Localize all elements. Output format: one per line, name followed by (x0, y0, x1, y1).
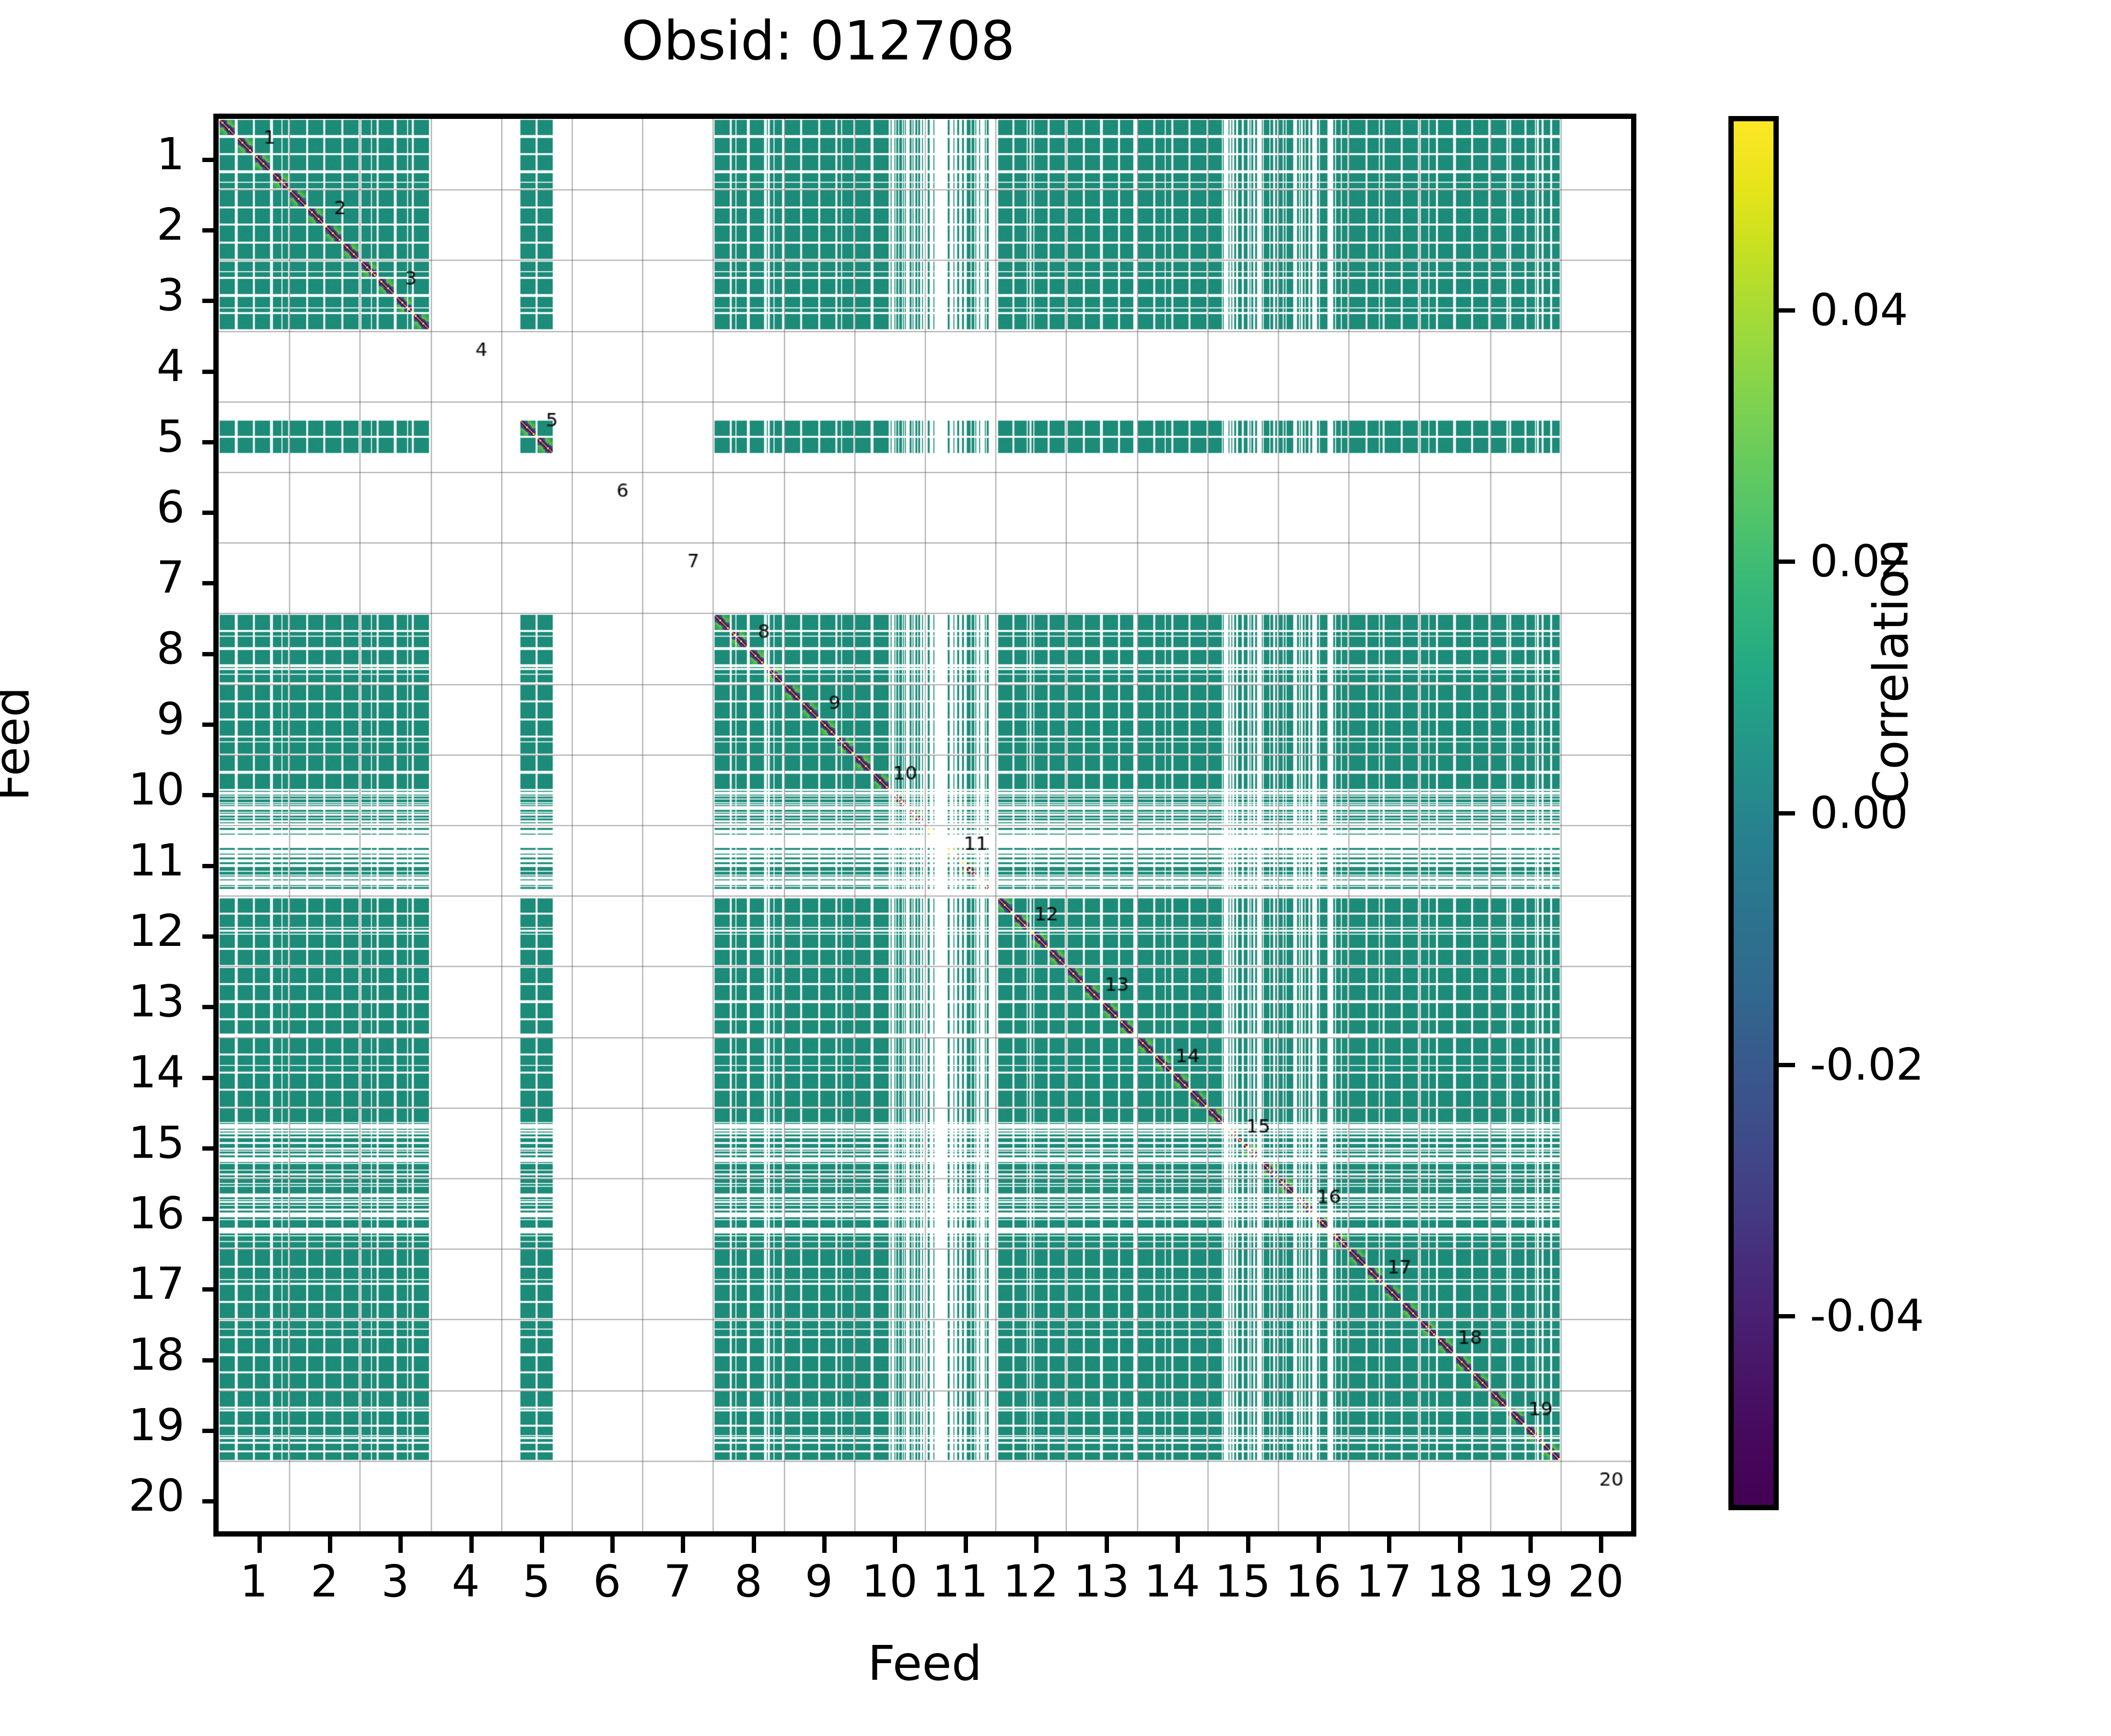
y-tick-label-20: 20 (128, 1470, 185, 1522)
y-tick-label-10: 10 (128, 764, 185, 816)
y-tick-3 (202, 299, 219, 303)
y-tick-7 (202, 581, 219, 586)
x-tick-14 (1175, 1537, 1180, 1553)
colorbar-label: Correlation (1863, 538, 1919, 803)
y-tick-4 (202, 369, 219, 374)
colorbar-tick-label-4: -0.04 (1810, 1290, 1924, 1342)
y-tick-label-15: 15 (128, 1117, 185, 1168)
y-tick-label-12: 12 (128, 905, 185, 956)
page-title: Obsid: 012708 (621, 10, 1015, 72)
x-tick-4 (469, 1537, 474, 1553)
y-tick-label-7: 7 (156, 552, 185, 604)
x-tick-label-17: 17 (1355, 1556, 1412, 1607)
y-tick-9 (202, 722, 219, 727)
x-tick-label-2: 2 (310, 1556, 339, 1607)
x-tick-label-20: 20 (1567, 1556, 1624, 1607)
y-tick-label-14: 14 (128, 1046, 185, 1098)
x-tick-7 (681, 1537, 686, 1553)
y-tick-11 (202, 863, 219, 868)
x-tick-label-10: 10 (861, 1556, 918, 1607)
x-tick-label-12: 12 (1003, 1556, 1059, 1607)
x-tick-17 (1387, 1537, 1392, 1553)
x-tick-3 (398, 1537, 403, 1553)
y-tick-label-19: 19 (128, 1399, 185, 1451)
y-tick-17 (202, 1287, 219, 1292)
y-tick-16 (202, 1217, 219, 1222)
y-axis-label: Feed (0, 687, 40, 801)
x-tick-label-19: 19 (1497, 1556, 1553, 1607)
y-tick-6 (202, 511, 219, 515)
colorbar-gradient (1728, 116, 1779, 1510)
colorbar-tick-label-2: 0.00 (1810, 787, 1908, 839)
y-tick-14 (202, 1075, 219, 1080)
x-tick-6 (610, 1537, 615, 1553)
colorbar-tick-1 (1779, 559, 1795, 564)
x-tick-label-9: 9 (805, 1556, 833, 1607)
y-tick-label-3: 3 (156, 269, 185, 321)
y-tick-19 (202, 1429, 219, 1433)
x-tick-label-6: 6 (593, 1556, 621, 1607)
y-tick-label-17: 17 (128, 1258, 185, 1310)
correlation-matrix-axes[interactable] (202, 114, 1636, 1553)
x-tick-label-15: 15 (1214, 1556, 1271, 1607)
y-tick-label-18: 18 (128, 1328, 185, 1380)
y-tick-20 (202, 1499, 219, 1504)
colorbar-tick-label-1: 0.02 (1810, 536, 1908, 587)
colorbar-tick-2 (1779, 811, 1795, 816)
x-tick-8 (751, 1537, 756, 1553)
x-tick-label-16: 16 (1285, 1556, 1341, 1607)
correlation-heatmap[interactable] (219, 119, 1631, 1531)
x-tick-9 (822, 1537, 827, 1553)
y-tick-label-8: 8 (156, 622, 185, 674)
y-tick-label-5: 5 (156, 410, 185, 462)
colorbar-tick-label-0: 0.04 (1810, 284, 1908, 336)
x-tick-18 (1458, 1537, 1462, 1553)
x-tick-label-3: 3 (381, 1556, 409, 1607)
x-tick-2 (327, 1537, 332, 1553)
x-tick-15 (1246, 1537, 1250, 1553)
x-tick-label-1: 1 (240, 1556, 268, 1607)
x-tick-label-13: 13 (1073, 1556, 1130, 1607)
y-tick-label-9: 9 (156, 693, 185, 745)
colorbar[interactable]: 0.04 0.02 0.00 -0.02 -0.04 (1728, 116, 1924, 1510)
y-tick-1 (202, 157, 219, 162)
y-tick-8 (202, 652, 219, 656)
x-tick-11 (963, 1537, 968, 1553)
y-tick-label-1: 1 (156, 128, 185, 180)
x-axis-label: Feed (867, 1635, 982, 1691)
colorbar-tick-0 (1779, 308, 1795, 313)
x-tick-5 (539, 1537, 544, 1553)
y-tick-15 (202, 1146, 219, 1151)
x-tick-12 (1034, 1537, 1038, 1553)
y-tick-label-4: 4 (156, 340, 185, 392)
y-tick-label-6: 6 (156, 481, 185, 533)
x-tick-label-5: 5 (522, 1556, 551, 1607)
y-tick-12 (202, 934, 219, 939)
colorbar-tick-4 (1779, 1314, 1795, 1319)
x-tick-label-4: 4 (452, 1556, 480, 1607)
y-tick-10 (202, 793, 219, 798)
colorbar-tick-label-3: -0.02 (1810, 1038, 1924, 1090)
x-tick-10 (893, 1537, 898, 1553)
y-tick-13 (202, 1005, 219, 1010)
colorbar-tick-3 (1779, 1062, 1795, 1067)
x-tick-label-8: 8 (734, 1556, 763, 1607)
x-tick-13 (1105, 1537, 1109, 1553)
y-tick-18 (202, 1358, 219, 1363)
y-tick-label-16: 16 (128, 1188, 185, 1239)
x-tick-label-18: 18 (1426, 1556, 1483, 1607)
x-tick-1 (257, 1537, 262, 1553)
x-tick-16 (1317, 1537, 1321, 1553)
y-tick-label-2: 2 (156, 198, 185, 250)
x-tick-label-14: 14 (1144, 1556, 1201, 1607)
y-tick-label-13: 13 (128, 976, 185, 1027)
x-tick-19 (1528, 1537, 1533, 1553)
y-tick-label-11: 11 (128, 834, 185, 886)
x-tick-20 (1599, 1537, 1604, 1553)
y-tick-5 (202, 440, 219, 444)
x-tick-label-11: 11 (932, 1556, 989, 1607)
y-tick-2 (202, 228, 219, 233)
x-tick-label-7: 7 (664, 1556, 692, 1607)
